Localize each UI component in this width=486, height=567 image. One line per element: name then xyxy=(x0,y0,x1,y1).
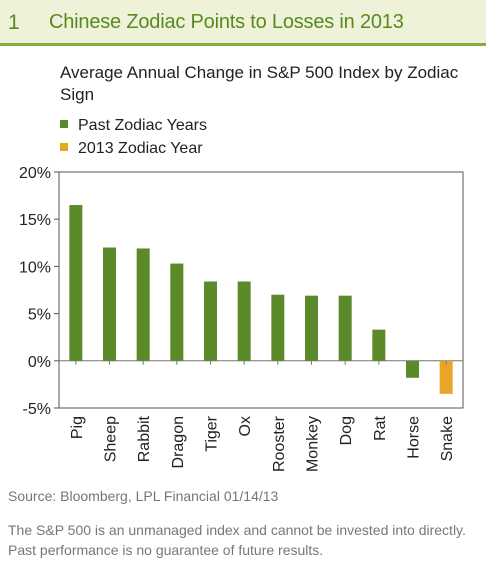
y-tick-label: 15% xyxy=(19,212,51,229)
chart-title: Average Annual Change in S&P 500 Index b… xyxy=(60,63,459,104)
x-tick-label-dragon: Dragon xyxy=(170,416,187,468)
x-tick-label-rooster: Rooster xyxy=(271,415,288,472)
bar-ox xyxy=(237,281,251,361)
disclaimer-note: The S&P 500 is an unmanaged index and ca… xyxy=(8,522,466,558)
x-tick-label-sheep: Sheep xyxy=(103,416,120,462)
source-note: Source: Bloomberg, LPL Financial 01/14/1… xyxy=(8,488,279,504)
legend-item-2013: 2013 Zodiac Year xyxy=(60,140,203,158)
legend-label-2013: 2013 Zodiac Year xyxy=(78,140,203,157)
y-tick-label: -5% xyxy=(23,401,51,418)
chart-header-title: Chinese Zodiac Points to Losses in 2013 xyxy=(49,11,404,33)
bar-monkey xyxy=(305,295,318,361)
x-tick-label-rat: Rat xyxy=(372,415,389,440)
x-tick-label-pig: Pig xyxy=(69,416,86,439)
x-tick-label-monkey: Monkey xyxy=(305,416,322,472)
x-tick-label-horse: Horse xyxy=(406,416,423,459)
bar-dragon xyxy=(170,263,184,361)
x-tick-label-dog: Dog xyxy=(338,416,355,445)
legend-swatch-past xyxy=(60,119,68,128)
chart-header: 1 Chinese Zodiac Points to Losses in 201… xyxy=(0,0,486,46)
bar-rabbit xyxy=(136,248,150,361)
bar-tiger xyxy=(204,281,217,361)
x-tick-label-ox: Ox xyxy=(237,416,254,436)
chart-number: 1 xyxy=(8,11,20,34)
y-tick-label: 5% xyxy=(28,307,51,324)
bar-sheep xyxy=(103,247,116,361)
y-tick-label: 10% xyxy=(19,259,51,276)
bar-pig xyxy=(69,205,83,361)
bar-horse xyxy=(406,360,419,378)
bar-rooster xyxy=(271,294,285,361)
legend-item-past: Past Zodiac Years xyxy=(60,117,207,135)
bar-dog xyxy=(338,295,352,361)
plot-frame xyxy=(58,171,464,409)
bar-snake xyxy=(439,360,453,394)
y-tick-label: 20% xyxy=(19,165,51,182)
legend-swatch-2013 xyxy=(60,142,68,151)
y-tick-label: 0% xyxy=(28,354,51,371)
bar-rat xyxy=(372,329,386,361)
legend-label-past: Past Zodiac Years xyxy=(78,117,207,134)
x-tick-label-tiger: Tiger xyxy=(204,415,221,452)
x-tick-label-snake: Snake xyxy=(439,416,456,461)
x-tick-label-rabbit: Rabbit xyxy=(136,415,153,462)
